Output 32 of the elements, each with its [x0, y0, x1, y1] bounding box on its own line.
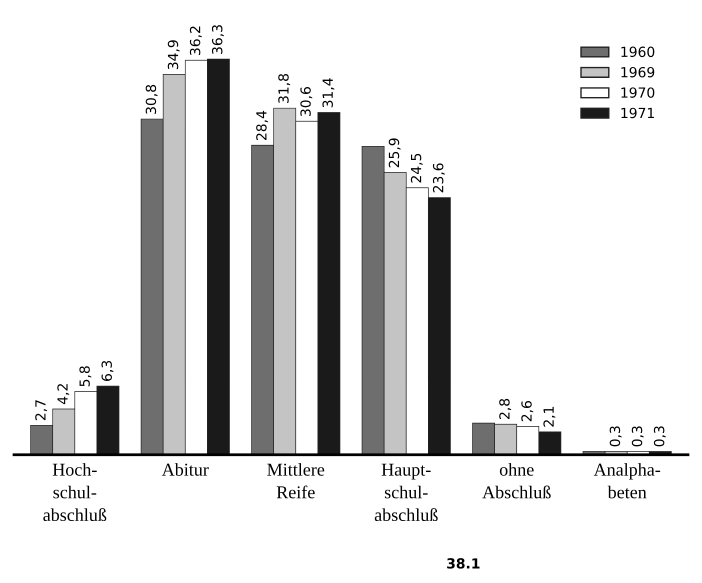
data-label: 2,1	[543, 406, 556, 427]
legend-label: 1969	[621, 66, 654, 78]
legend-label: 1960	[621, 46, 654, 58]
data-label: 5,8	[79, 366, 92, 386]
data-label: 31,4	[322, 78, 334, 108]
data-label: 2,8	[499, 398, 512, 420]
data-label: 4,2	[57, 384, 70, 404]
data-label: 36,2	[190, 26, 202, 55]
legend-label: 1970	[621, 87, 654, 98]
data-label: 2,6	[521, 401, 534, 422]
data-label: 30,8	[146, 84, 158, 114]
data-label: 28,4	[256, 110, 268, 140]
data-label: 25,9	[388, 138, 401, 168]
data-label: 34,9	[168, 40, 180, 70]
text: 38.1	[447, 558, 480, 569]
x-tick-label: Haupt- schul- abschluß	[374, 464, 438, 522]
x-tick-label: Abitur	[162, 463, 209, 476]
data-label: 31,8	[278, 74, 290, 103]
legend-label: 1971	[621, 108, 654, 118]
x-tick-label: Mittlere Reife	[267, 463, 324, 498]
data-label: 6,3	[101, 360, 114, 381]
x-tick-label: Analpha- beten	[594, 463, 660, 498]
data-label: 2,7	[35, 400, 48, 420]
data-label: 0,3	[654, 426, 666, 446]
data-label: 36,3	[212, 25, 224, 54]
data-label: 23,6	[432, 163, 445, 192]
data-label: 30,6	[300, 87, 312, 116]
data-label: 24,5	[410, 154, 423, 183]
data-label: 0,3	[632, 426, 644, 446]
data-label: 0,3	[610, 426, 622, 446]
x-tick-label: Hoch- schul- abschluß	[43, 463, 106, 522]
x-tick-label: ohne Abschluß	[482, 463, 551, 498]
